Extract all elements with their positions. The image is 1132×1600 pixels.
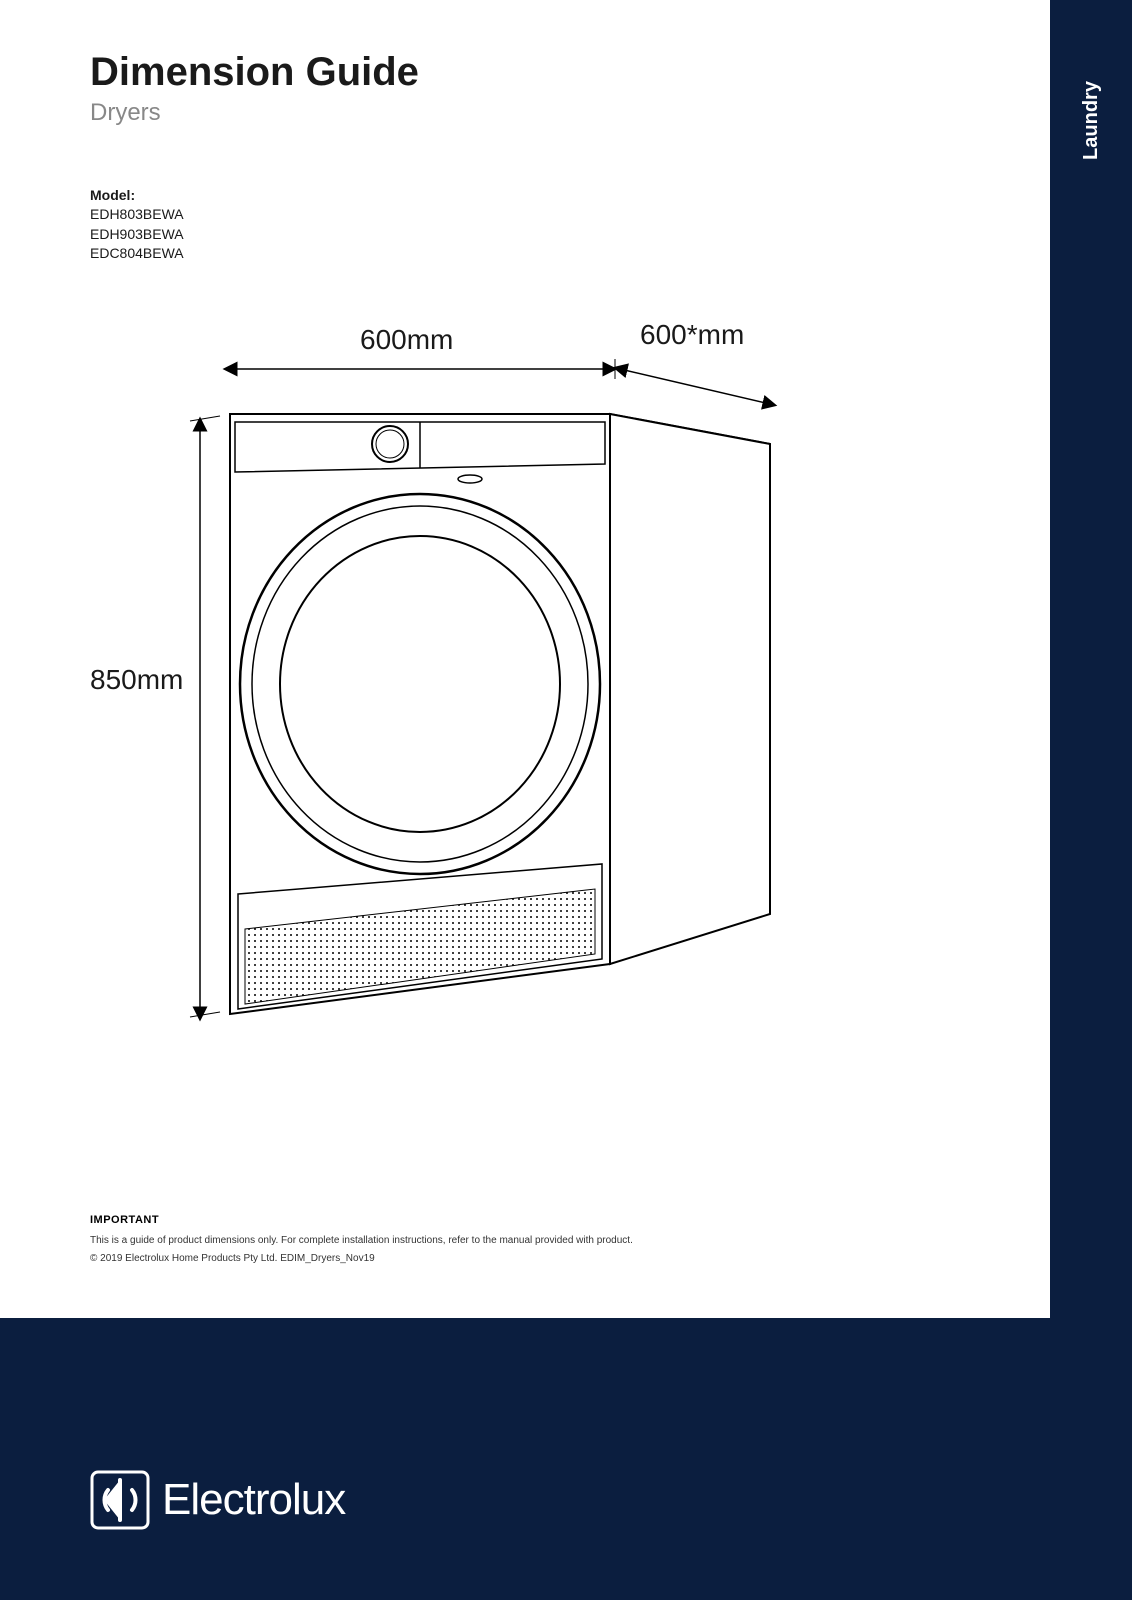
category-tab: Laundry [1050, 50, 1132, 190]
dryer-diagram: 850mm 600mm 600*mm [90, 314, 960, 1094]
footer-section: IMPORTANT This is a guide of product dim… [90, 1214, 960, 1268]
content-page: Dimension Guide Dryers Model: EDH803BEWA… [0, 0, 1050, 1318]
model-label: Model: [90, 187, 960, 203]
category-tab-label: Laundry [1080, 81, 1103, 160]
model-section: Model: EDH803BEWA EDH903BEWA EDC804BEWA [90, 187, 960, 264]
brand-name: Electrolux [162, 1475, 345, 1525]
dryer-technical-drawing [90, 314, 960, 1094]
important-label: IMPORTANT [90, 1214, 960, 1226]
model-item: EDH803BEWA [90, 205, 960, 225]
disclaimer-text: This is a guide of product dimensions on… [90, 1232, 960, 1250]
electrolux-icon [90, 1470, 150, 1530]
page-title: Dimension Guide [90, 50, 960, 95]
copyright-text: © 2019 Electrolux Home Products Pty Ltd.… [90, 1250, 960, 1268]
dimension-depth-label: 600*mm [640, 319, 744, 351]
brand-logo: Electrolux [90, 1470, 345, 1530]
page-subtitle: Dryers [90, 99, 960, 127]
model-item: EDC804BEWA [90, 244, 960, 264]
dimension-width-label: 600mm [360, 324, 453, 356]
model-item: EDH903BEWA [90, 225, 960, 245]
dimension-height-label: 850mm [90, 664, 183, 696]
